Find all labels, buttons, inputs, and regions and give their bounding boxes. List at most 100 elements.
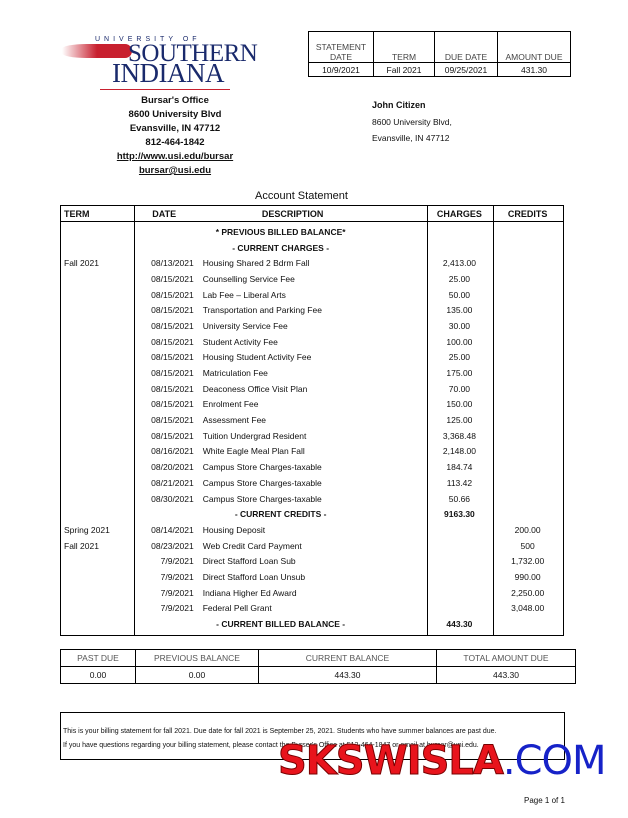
logo-indiana: INDIANA: [112, 58, 224, 88]
description-cell: White Eagle Meal Plan Fall: [202, 446, 305, 457]
description-cell: Transportation and Parking Fee: [202, 305, 322, 316]
date-cell: 08/15/2021: [151, 368, 194, 379]
table-row: 08/20/2021 Campus Store Charges-taxable 18…: [61, 459, 563, 475]
note-line2: If you have questions regarding your bil…: [63, 742, 479, 749]
date-cell: 08/15/2021: [151, 399, 194, 410]
office-name: Bursar's Office: [141, 95, 209, 106]
customer-address2: Evansville, IN 47712: [372, 133, 450, 143]
col-term: TERM: [64, 208, 90, 219]
header-total-amount-due: TOTAL AMOUNT DUE: [436, 649, 576, 667]
table-row: Fall 2021 08/23/2021 Web Credit Card Payme…: [61, 538, 563, 554]
term-cell: Fall 2021: [64, 540, 99, 551]
description-cell: Campus Store Charges-taxable: [202, 477, 322, 488]
header-term: TERM: [373, 31, 435, 63]
credit-cell: 3,048.00: [511, 603, 545, 614]
watermark: SKSWISLA.COM: [278, 738, 607, 785]
table-header: TERM DATE DESCRIPTION CHARGES CREDITS: [61, 206, 563, 222]
table-row: 08/15/2021 Student Activity Fee 100.00: [61, 334, 563, 350]
past-due: 0.00: [60, 666, 136, 684]
header-previous-balance: PREVIOUS BALANCE: [135, 649, 259, 667]
table-row: 08/15/2021 Tuition Undergrad Resident 3,36…: [61, 428, 563, 444]
date-cell: 08/15/2021: [151, 289, 194, 300]
date-cell: 7/9/2021: [160, 556, 194, 567]
customer-info: John Citizen 8600 University Blvd, Evans…: [372, 97, 452, 147]
amount-due: 431.30: [497, 62, 571, 77]
credit-cell: 200.00: [514, 524, 541, 535]
section-row: - CURRENT CHARGES -: [61, 240, 563, 256]
office-phone: 812-464-1842: [145, 137, 205, 148]
table-row: 7/9/2021 Direct Stafford Loan Sub 1,732.00: [61, 553, 563, 569]
divider: [492, 206, 494, 635]
customer-name: John Citizen: [372, 100, 426, 110]
table-row: 08/15/2021 Matriculation Fee 175.00: [61, 365, 563, 381]
note-line1: This is your billing statement for fall …: [63, 728, 497, 735]
charge-cell: 2,413.00: [442, 258, 476, 269]
charge-cell: 113.42: [446, 477, 473, 488]
table-row: 08/15/2021 Deaconess Office Visit Plan 70.…: [61, 381, 563, 397]
table-row: 08/21/2021 Campus Store Charges-taxable 11…: [61, 475, 563, 491]
description-cell: Tuition Undergrad Resident: [202, 430, 307, 441]
table-row: 7/9/2021 Indiana Higher Ed Award 2,250.00: [61, 585, 563, 601]
description-cell: Campus Store Charges-taxable: [202, 462, 322, 473]
office-url-link[interactable]: http://www.usi.edu/bursar: [116, 151, 234, 162]
date-cell: 7/9/2021: [160, 587, 194, 598]
office-info: Bursar's Office 8600 University Blvd Eva…: [95, 94, 255, 178]
description-cell: Assessment Fee: [202, 415, 267, 426]
logo-southern: SOUTHERN: [128, 40, 258, 67]
col-charges: CHARGES: [436, 208, 482, 219]
customer-address1: 8600 University Blvd,: [372, 116, 452, 127]
logo-underline: [100, 89, 230, 90]
header-past-due: PAST DUE: [60, 649, 136, 667]
office-email-link[interactable]: bursar@usi.edu: [138, 165, 212, 176]
charge-cell: 50.00: [448, 289, 471, 300]
charge-cell: 2,148.00: [442, 446, 476, 457]
due-date: 09/25/2021: [434, 62, 498, 77]
section-label: - CURRENT BILLED BALANCE -: [216, 619, 346, 630]
charge-cell: 9163.30: [444, 509, 475, 520]
charge-cell: 175.00: [446, 368, 473, 379]
header-amount-due: AMOUNT DUE: [497, 31, 571, 63]
section-row: * PREVIOUS BILLED BALANCE*: [61, 224, 563, 240]
section-row: - CURRENT CREDITS - 9163.30: [61, 506, 563, 522]
description-cell: University Service Fee: [202, 320, 288, 331]
table-row: 08/15/2021 University Service Fee 30.00: [61, 318, 563, 334]
statement-term: Fall 2021: [373, 62, 435, 77]
table-row: 08/16/2021 White Eagle Meal Plan Fall 2,14…: [61, 444, 563, 460]
description-cell: Direct Stafford Loan Unsub: [202, 571, 306, 582]
term-cell: Spring 2021: [64, 524, 110, 535]
date-cell: 08/15/2021: [151, 430, 194, 441]
credit-cell: 500: [520, 540, 535, 551]
table-row: 08/15/2021 Counselling Service Fee 25.00: [61, 271, 563, 287]
account-statement-title: Account Statement: [255, 190, 348, 202]
section-label: - CURRENT CREDITS -: [234, 509, 327, 520]
credit-cell: 2,250.00: [511, 587, 545, 598]
charge-cell: 50.66: [448, 493, 471, 504]
table-row: 08/15/2021 Assessment Fee 125.00: [61, 412, 563, 428]
torch-flame-logo: [62, 44, 132, 58]
header-statement-date: STATEMENT DATE: [308, 31, 374, 63]
date-cell: 08/21/2021: [151, 477, 194, 488]
date-cell: 08/15/2021: [151, 320, 194, 331]
description-cell: Web Credit Card Payment: [202, 540, 302, 551]
date-cell: 08/15/2021: [151, 305, 194, 316]
divider: [133, 206, 135, 635]
table-row: 7/9/2021 Federal Pell Grant 3,048.00: [61, 601, 563, 617]
description-cell: Housing Student Activity Fee: [202, 352, 312, 363]
section-row: - CURRENT BILLED BALANCE - 443.30: [61, 616, 563, 632]
table-row: Spring 2021 08/14/2021 Housing Deposit 200.…: [61, 522, 563, 538]
date-cell: 7/9/2021: [160, 571, 194, 582]
page-number: Page 1 of 1: [524, 796, 565, 805]
date-cell: 08/20/2021: [151, 462, 194, 473]
current-balance: 443.30: [258, 666, 437, 684]
credit-cell: 990.00: [514, 571, 541, 582]
header-due-date: DUE DATE: [434, 31, 498, 63]
col-date: DATE: [152, 208, 177, 219]
table-row: 7/9/2021 Direct Stafford Loan Unsub 990.00: [61, 569, 563, 585]
billing-note: This is your billing statement for fall …: [60, 712, 565, 760]
charge-cell: 125.00: [446, 415, 473, 426]
date-cell: 08/15/2021: [151, 352, 194, 363]
description-cell: Counselling Service Fee: [202, 273, 295, 284]
charge-cell: 25.00: [448, 352, 471, 363]
logo-university-of: UNIVERSITY OF: [95, 36, 201, 43]
